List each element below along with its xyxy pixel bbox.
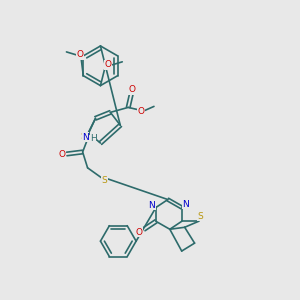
- Text: O: O: [136, 228, 142, 237]
- Text: O: O: [105, 60, 112, 69]
- Text: H: H: [90, 134, 97, 142]
- Text: O: O: [58, 151, 65, 160]
- Text: S: S: [102, 176, 107, 185]
- Text: O: O: [77, 50, 84, 59]
- Text: N: N: [182, 200, 189, 209]
- Text: S: S: [198, 212, 203, 221]
- Text: O: O: [129, 85, 136, 94]
- Text: O: O: [138, 107, 145, 116]
- Text: N: N: [82, 133, 89, 142]
- Text: S: S: [81, 132, 86, 141]
- Text: N: N: [148, 201, 155, 210]
